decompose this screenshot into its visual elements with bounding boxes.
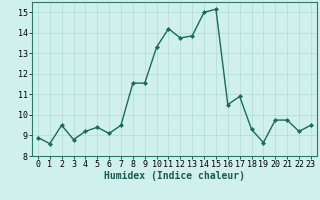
X-axis label: Humidex (Indice chaleur): Humidex (Indice chaleur) xyxy=(104,171,245,181)
